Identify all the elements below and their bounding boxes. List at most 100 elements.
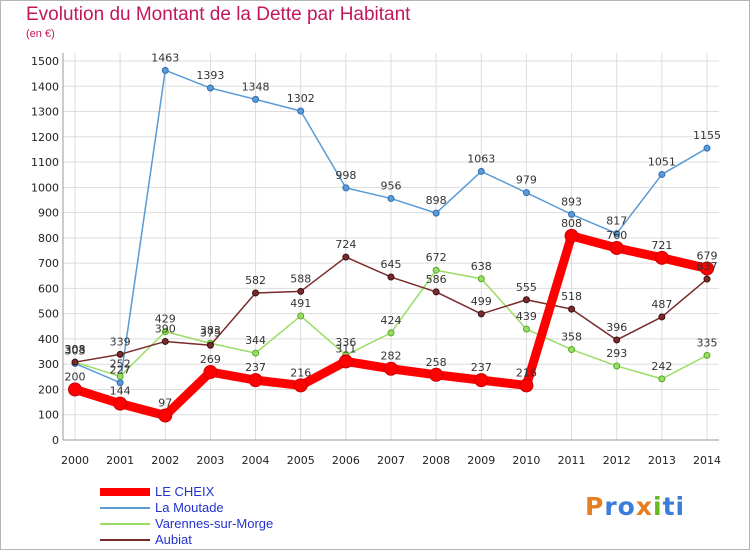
data-point [161, 328, 169, 336]
data-label: 252 [110, 357, 131, 370]
logo-letter: P [585, 492, 605, 521]
data-point [116, 372, 124, 380]
x-tick-label: 2007 [377, 454, 405, 467]
data-point [116, 350, 124, 358]
data-point [252, 95, 260, 103]
logo-letter: o [617, 492, 636, 521]
x-tick-label: 2012 [603, 454, 631, 467]
data-label: 487 [651, 298, 672, 311]
data-label: 269 [200, 353, 221, 366]
data-label: 216 [516, 366, 537, 379]
data-label: 893 [561, 195, 582, 208]
data-point [387, 194, 395, 202]
data-point [206, 341, 214, 349]
data-point [432, 209, 440, 217]
legend-swatch [100, 488, 150, 496]
x-tick-label: 2006 [332, 454, 360, 467]
legend-swatch [100, 507, 150, 509]
data-label: 1348 [242, 80, 270, 93]
data-label: 237 [245, 361, 266, 374]
data-point [161, 337, 169, 345]
data-label: 721 [651, 239, 672, 252]
data-label: 555 [516, 281, 537, 294]
data-label: 390 [155, 322, 176, 335]
data-label: 998 [335, 169, 356, 182]
data-label: 336 [335, 336, 356, 349]
data-point [519, 378, 534, 393]
data-label: 216 [290, 366, 311, 379]
logo-letter: x [635, 492, 653, 521]
data-label: 335 [697, 336, 718, 349]
data-label: 344 [245, 334, 266, 347]
legend-label: La Moutade [155, 500, 224, 515]
data-label: 1051 [648, 155, 676, 168]
y-tick-label: 1200 [31, 131, 59, 144]
data-point [432, 266, 440, 274]
logo-letter: i [675, 492, 686, 521]
data-label: 898 [426, 194, 447, 207]
data-point [613, 336, 621, 344]
data-point [703, 275, 711, 283]
data-point [71, 358, 79, 366]
data-label: 760 [606, 229, 627, 242]
data-label: 979 [516, 174, 537, 187]
data-point [609, 240, 624, 255]
data-label: 242 [651, 360, 672, 373]
data-point [161, 66, 169, 74]
y-tick-label: 100 [38, 409, 59, 422]
legend-label: Aubiat [155, 532, 192, 547]
x-tick-label: 2014 [693, 454, 721, 467]
y-tick-label: 600 [38, 282, 59, 295]
data-point [203, 365, 218, 380]
data-label: 679 [697, 249, 718, 262]
data-label: 724 [335, 238, 356, 251]
data-point [568, 305, 576, 313]
y-tick-label: 700 [38, 257, 59, 270]
data-label: 97 [158, 396, 172, 409]
y-tick-label: 200 [38, 383, 59, 396]
data-label: 383 [200, 324, 221, 337]
data-label: 375 [200, 326, 221, 339]
data-label: 293 [606, 347, 627, 360]
data-point [429, 367, 444, 382]
data-label: 586 [426, 273, 447, 286]
data-point [474, 373, 489, 388]
data-label: 1302 [287, 92, 315, 105]
data-point [658, 313, 666, 321]
data-point [613, 230, 621, 238]
data-point [387, 273, 395, 281]
data-point [252, 289, 260, 297]
data-point [384, 361, 398, 376]
data-point [522, 325, 530, 333]
data-label: 499 [471, 295, 492, 308]
data-point [477, 275, 485, 283]
x-tick-label: 2005 [287, 454, 315, 467]
data-point [568, 210, 576, 218]
x-tick-label: 2011 [558, 454, 586, 467]
data-label: 1063 [467, 152, 495, 165]
legend-label: LE CHEIX [155, 484, 215, 499]
data-label: 518 [561, 290, 582, 303]
data-label: 258 [426, 356, 447, 369]
y-tick-label: 1500 [31, 55, 59, 68]
data-point [113, 396, 128, 411]
data-point [658, 170, 666, 178]
data-label: 956 [381, 179, 402, 192]
data-label: 237 [471, 361, 492, 374]
data-label: 1463 [151, 51, 179, 64]
data-label: 308 [65, 343, 86, 356]
data-point [338, 354, 353, 369]
data-label: 308 [65, 343, 86, 356]
data-point [564, 228, 579, 243]
data-point [342, 253, 350, 261]
data-label: 672 [426, 251, 447, 264]
logo-letter: r [604, 492, 618, 521]
data-point [703, 144, 711, 152]
data-point [522, 189, 530, 197]
data-label: 144 [110, 385, 131, 398]
y-tick-label: 1100 [31, 156, 59, 169]
x-tick-label: 2013 [648, 454, 676, 467]
proxiti-logo: Proxiti [585, 492, 685, 521]
chart-subtitle: (en €) [26, 28, 55, 40]
data-label: 282 [381, 350, 402, 363]
